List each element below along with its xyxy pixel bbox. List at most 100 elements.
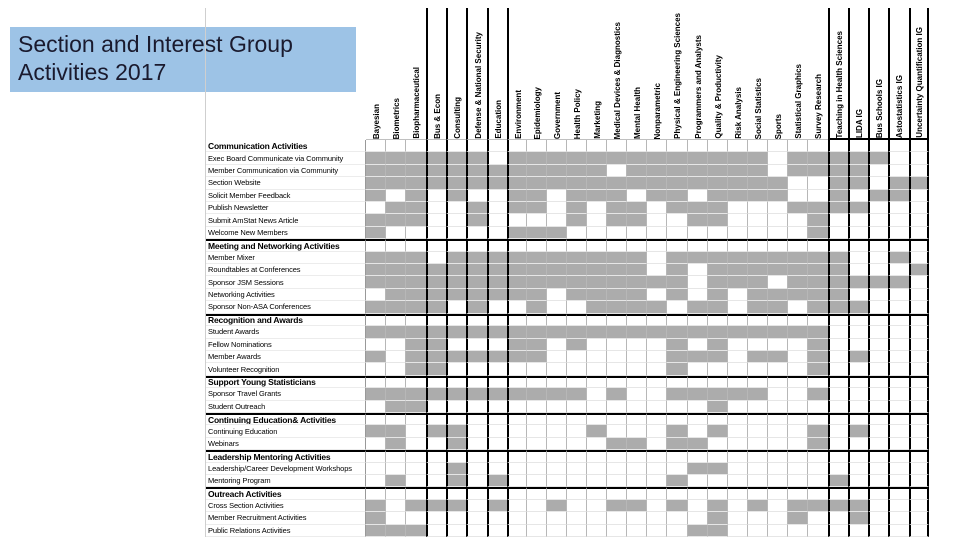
section-label: Support Young Statisticians bbox=[206, 375, 366, 389]
matrix-cell bbox=[607, 487, 628, 500]
matrix-cell bbox=[888, 512, 909, 525]
matrix-cell bbox=[486, 474, 507, 488]
matrix-cell bbox=[747, 412, 768, 426]
matrix-cell bbox=[466, 326, 487, 339]
matrix-cell bbox=[787, 264, 809, 277]
matrix-cell bbox=[868, 301, 889, 314]
matrix-cell bbox=[908, 524, 929, 537]
matrix-cell bbox=[848, 226, 869, 240]
matrix-cell bbox=[888, 524, 909, 537]
matrix-cell bbox=[366, 425, 387, 438]
column-header: Nonparametric bbox=[647, 8, 668, 140]
matrix-cell bbox=[366, 301, 387, 314]
matrix-cell bbox=[767, 474, 788, 488]
matrix-cell bbox=[787, 388, 809, 401]
matrix-cell bbox=[828, 239, 849, 252]
matrix-cell bbox=[587, 264, 608, 277]
section-label: Leadership Mentoring Activities bbox=[206, 450, 366, 463]
matrix-cell bbox=[486, 313, 507, 327]
matrix-cell bbox=[767, 400, 788, 413]
matrix-cell bbox=[767, 338, 788, 351]
matrix-cell bbox=[526, 363, 547, 376]
matrix-cell bbox=[466, 313, 487, 327]
matrix-cell bbox=[466, 450, 487, 463]
matrix-cell bbox=[607, 326, 628, 339]
matrix-cell bbox=[747, 189, 768, 203]
matrix-cell bbox=[546, 251, 567, 265]
matrix-cell bbox=[546, 152, 567, 165]
matrix-cell bbox=[406, 288, 427, 302]
matrix-cell bbox=[808, 524, 829, 537]
matrix-cell bbox=[426, 152, 447, 165]
matrix-cell bbox=[627, 301, 648, 314]
matrix-cell bbox=[466, 189, 487, 203]
matrix-cell bbox=[546, 474, 567, 488]
matrix-cell bbox=[908, 388, 929, 401]
matrix-cell bbox=[787, 338, 809, 351]
matrix-cell bbox=[848, 214, 869, 227]
matrix-cell bbox=[546, 276, 567, 289]
matrix-cell bbox=[506, 524, 527, 537]
matrix-cell bbox=[486, 524, 507, 537]
matrix-cell bbox=[366, 140, 387, 153]
matrix-cell bbox=[908, 202, 929, 215]
matrix-cell bbox=[386, 350, 407, 364]
matrix-cell bbox=[486, 350, 507, 364]
matrix-cell bbox=[687, 288, 708, 302]
matrix-cell bbox=[808, 412, 829, 426]
matrix-cell bbox=[607, 363, 628, 376]
matrix-cell bbox=[506, 313, 527, 327]
matrix-cell bbox=[687, 239, 708, 252]
matrix-cell bbox=[426, 276, 447, 289]
column-header-label: Social Statistics bbox=[753, 77, 763, 139]
matrix-cell bbox=[627, 425, 648, 438]
matrix-cell bbox=[526, 450, 547, 463]
matrix-cell bbox=[908, 189, 929, 203]
matrix-cell bbox=[908, 239, 929, 252]
matrix-cell bbox=[747, 313, 768, 327]
matrix-cell bbox=[647, 499, 668, 513]
matrix-cell bbox=[687, 226, 708, 240]
matrix-cell bbox=[727, 214, 748, 227]
matrix-cell bbox=[848, 450, 869, 463]
matrix-cell bbox=[607, 251, 628, 265]
matrix-cell bbox=[687, 524, 708, 537]
matrix-cell bbox=[787, 326, 809, 339]
matrix-cell bbox=[868, 264, 889, 277]
section-label: Outreach Activities bbox=[206, 487, 366, 500]
matrix-cell bbox=[727, 350, 748, 364]
matrix-cell bbox=[888, 437, 909, 451]
matrix-cell bbox=[727, 474, 748, 488]
matrix-cell bbox=[446, 462, 467, 475]
matrix-cell bbox=[808, 487, 829, 500]
matrix-cell bbox=[386, 512, 407, 525]
matrix-cell bbox=[506, 226, 527, 240]
column-header: Defense & National Security bbox=[466, 8, 487, 140]
matrix-cell bbox=[707, 177, 728, 190]
matrix-cell bbox=[687, 313, 708, 327]
matrix-cell bbox=[667, 313, 688, 327]
matrix-cell bbox=[446, 276, 467, 289]
matrix-cell bbox=[526, 239, 547, 252]
matrix-cell bbox=[687, 412, 708, 426]
matrix-cell bbox=[707, 499, 728, 513]
matrix-cell bbox=[627, 338, 648, 351]
matrix-cell bbox=[526, 226, 547, 240]
matrix-cell bbox=[587, 425, 608, 438]
matrix-cell bbox=[687, 301, 708, 314]
matrix-cell bbox=[406, 301, 427, 314]
matrix-cell bbox=[848, 338, 869, 351]
matrix-cell bbox=[787, 400, 809, 413]
matrix-cell bbox=[667, 288, 688, 302]
matrix-cell bbox=[566, 350, 588, 364]
matrix-cell bbox=[526, 202, 547, 215]
matrix-cell bbox=[727, 338, 748, 351]
matrix-cell bbox=[607, 388, 628, 401]
matrix-cell bbox=[868, 140, 889, 153]
matrix-cell bbox=[767, 202, 788, 215]
matrix-cell bbox=[466, 425, 487, 438]
matrix-cell bbox=[406, 350, 427, 364]
matrix-cell bbox=[767, 251, 788, 265]
row-label: Webinars bbox=[206, 437, 366, 451]
